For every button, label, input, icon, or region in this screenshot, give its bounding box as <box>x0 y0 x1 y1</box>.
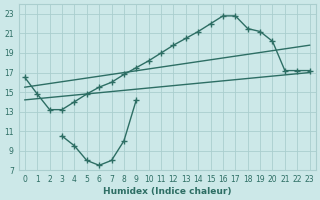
X-axis label: Humidex (Indice chaleur): Humidex (Indice chaleur) <box>103 187 231 196</box>
